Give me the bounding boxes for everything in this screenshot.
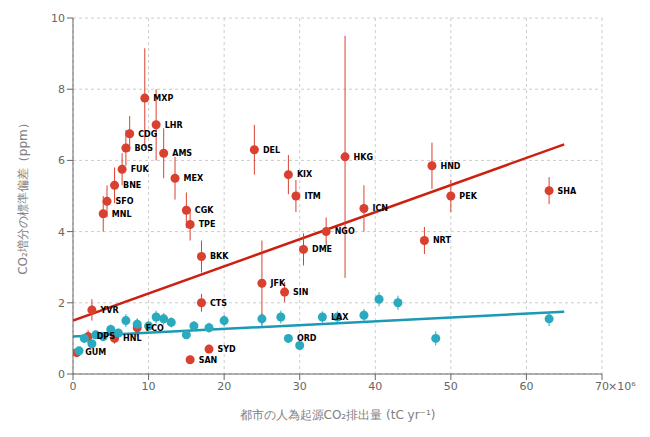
svg-text:KIX: KIX bbox=[297, 170, 313, 179]
svg-text:70: 70 bbox=[595, 380, 609, 393]
svg-text:ICN: ICN bbox=[372, 204, 388, 213]
svg-text:CO₂増分の標準偏差（ppm）: CO₂増分の標準偏差（ppm） bbox=[16, 117, 30, 275]
html-text:×10⁶: ×10⁶ bbox=[608, 380, 636, 393]
svg-text:30: 30 bbox=[293, 380, 307, 393]
svg-text:HNL: HNL bbox=[123, 334, 142, 343]
svg-text:NGO: NGO bbox=[335, 227, 355, 236]
svg-text:AMS: AMS bbox=[172, 149, 192, 158]
svg-text:0: 0 bbox=[58, 368, 65, 381]
svg-text:0: 0 bbox=[70, 380, 77, 393]
svg-text:FUK: FUK bbox=[131, 165, 150, 174]
svg-text:10: 10 bbox=[142, 380, 156, 393]
svg-text:BOS: BOS bbox=[134, 144, 153, 153]
svg-text:ITM: ITM bbox=[304, 192, 320, 201]
svg-text:SYD: SYD bbox=[218, 345, 237, 354]
svg-text:SHA: SHA bbox=[558, 187, 577, 196]
svg-text:NRT: NRT bbox=[433, 236, 451, 245]
svg-text:BNE: BNE bbox=[123, 181, 141, 190]
svg-text:HND: HND bbox=[440, 162, 460, 171]
svg-text:GUM: GUM bbox=[85, 348, 106, 357]
svg-text:YVR: YVR bbox=[99, 306, 118, 315]
svg-text:DEL: DEL bbox=[263, 146, 280, 155]
svg-text:都市の人為起源CO₂排出量 (tC yr⁻¹): 都市の人為起源CO₂排出量 (tC yr⁻¹) bbox=[240, 408, 436, 422]
svg-text:LAX: LAX bbox=[331, 313, 349, 322]
svg-text:10: 10 bbox=[51, 12, 65, 25]
svg-text:CTS: CTS bbox=[210, 299, 227, 308]
svg-text:MEX: MEX bbox=[184, 174, 204, 183]
svg-text:BKK: BKK bbox=[210, 252, 229, 261]
svg-text:50: 50 bbox=[444, 380, 458, 393]
svg-text:60: 60 bbox=[519, 380, 533, 393]
svg-text:SIN: SIN bbox=[293, 288, 308, 297]
svg-text:FCO: FCO bbox=[146, 324, 164, 333]
svg-text:SAN: SAN bbox=[199, 356, 218, 365]
svg-text:LHR: LHR bbox=[165, 121, 183, 130]
svg-text:TPE: TPE bbox=[199, 220, 216, 229]
svg-text:SFO: SFO bbox=[116, 197, 134, 206]
svg-text:CDG: CDG bbox=[138, 130, 157, 139]
svg-text:CGK: CGK bbox=[195, 206, 214, 215]
svg-text:HKG: HKG bbox=[354, 153, 373, 162]
svg-text:PEK: PEK bbox=[459, 192, 477, 201]
svg-text:6: 6 bbox=[58, 154, 65, 167]
svg-text:40: 40 bbox=[368, 380, 382, 393]
svg-text:8: 8 bbox=[58, 83, 65, 96]
svg-text:MXP: MXP bbox=[153, 94, 173, 103]
svg-text:20: 20 bbox=[217, 380, 231, 393]
svg-text:DME: DME bbox=[312, 245, 332, 254]
svg-text:MNL: MNL bbox=[112, 210, 132, 219]
svg-text:DPS: DPS bbox=[97, 332, 116, 341]
svg-text:4: 4 bbox=[58, 226, 65, 239]
svg-text:ORD: ORD bbox=[297, 334, 317, 343]
svg-text:JFK: JFK bbox=[269, 279, 285, 288]
svg-text:2: 2 bbox=[58, 297, 65, 310]
